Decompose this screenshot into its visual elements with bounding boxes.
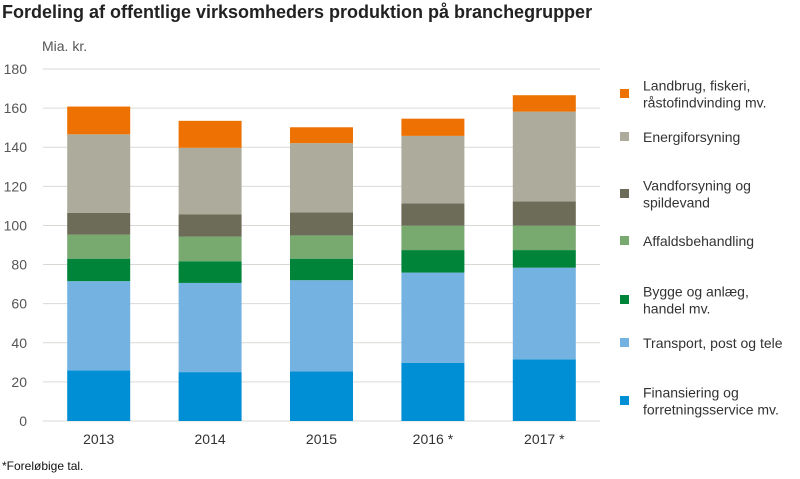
legend-label: Finansiering og (643, 385, 739, 401)
legend-label: Transport, post og tele (643, 335, 783, 351)
bar-segment (512, 225, 576, 251)
legend-label: spildevand (643, 195, 710, 211)
bar-segment (512, 95, 576, 112)
bar-segment (401, 225, 465, 251)
x-tick-label: 2013 (83, 431, 114, 447)
bar-segment (401, 203, 465, 226)
y-axis-label: Mia. kr. (42, 38, 88, 54)
y-tick-label: 60 (11, 296, 27, 312)
legend-swatch (620, 236, 629, 245)
legend-swatch (620, 295, 629, 304)
bar-segment (512, 267, 576, 360)
bar-segment (67, 106, 131, 135)
y-tick-label: 40 (11, 335, 27, 351)
bar-segment (67, 370, 131, 421)
y-tick-label: 0 (19, 413, 27, 429)
x-tick-label: 2017 * (524, 431, 565, 447)
bar-segment (290, 143, 353, 213)
bar-segment (67, 281, 131, 371)
bar-segment (290, 127, 353, 144)
legend-swatch (620, 89, 629, 98)
legend-swatch (620, 338, 629, 347)
bar-segment (290, 371, 353, 421)
footnote: *Foreløbige tal. (2, 459, 84, 473)
bar-segment (178, 236, 242, 262)
bar-segment (178, 214, 242, 237)
bar-segment (512, 359, 576, 421)
bar-segment (178, 147, 242, 215)
bar-segment (401, 362, 465, 421)
legend-label: råstofindvinding mv. (643, 95, 766, 111)
y-tick-label: 180 (4, 61, 28, 77)
x-tick-label: 2016 * (413, 431, 454, 447)
bar-segment (401, 135, 465, 204)
legend-label: Affaldsbehandling (643, 233, 754, 249)
bar-segment (67, 212, 131, 235)
y-tick-label: 160 (4, 100, 28, 116)
y-tick-label: 100 (4, 217, 28, 233)
y-tick-label: 120 (4, 178, 28, 194)
bar-segment (290, 280, 353, 372)
bar-segment (290, 235, 353, 259)
legend-label: handel mv. (643, 301, 710, 317)
bar-segment (512, 201, 576, 226)
legend-swatch (620, 189, 629, 198)
bar-segment (178, 282, 242, 373)
legend-label: Bygge og anlæg, (643, 284, 749, 300)
x-tick-label: 2014 (195, 431, 226, 447)
legend-swatch (620, 132, 629, 141)
x-tick-label: 2015 (306, 431, 337, 447)
bar-segment (178, 120, 242, 148)
bar-segment (401, 118, 465, 136)
bar-segment (67, 258, 131, 282)
y-tick-label: 20 (11, 374, 27, 390)
legend-label: forretningsservice mv. (643, 402, 779, 418)
chart-title: Fordeling af offentlige virksomheders pr… (2, 2, 593, 22)
bar-segment (401, 272, 465, 363)
y-tick-label: 80 (11, 257, 27, 273)
legend-label: Vandforsyning og (643, 178, 751, 194)
bar-segment (178, 261, 242, 283)
bar-segment (67, 234, 131, 259)
bar-segment (67, 134, 131, 213)
legend-label: Energiforsyning (643, 129, 740, 145)
bar-segment (512, 250, 576, 268)
bar-segment (401, 250, 465, 273)
y-tick-label: 140 (4, 139, 28, 155)
bar-segment (290, 258, 353, 281)
bar-segment (290, 212, 353, 236)
bar-segment (512, 111, 576, 202)
bar-segment (178, 372, 242, 421)
legend-label: Landbrug, fiskeri, (643, 78, 750, 94)
legend-swatch (620, 396, 629, 405)
